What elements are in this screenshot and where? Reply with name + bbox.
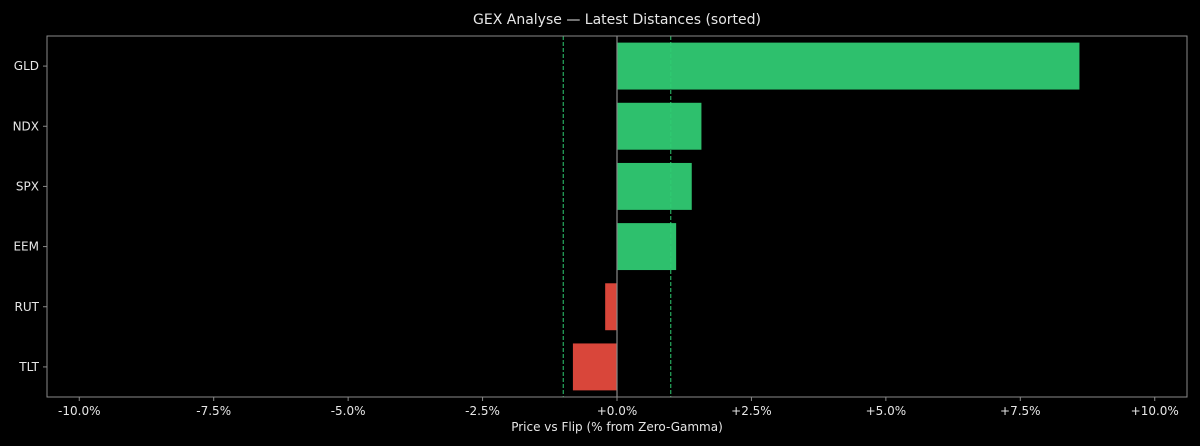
- x-axis-label: Price vs Flip (% from Zero-Gamma): [511, 420, 723, 434]
- x-tick-label: -2.5%: [465, 404, 500, 418]
- x-tick-label: +5.0%: [866, 404, 907, 418]
- bar-ndx: [617, 102, 702, 150]
- x-tick-label: +7.5%: [1000, 404, 1041, 418]
- x-tick-label: -7.5%: [196, 404, 231, 418]
- bar-tlt: [572, 343, 617, 391]
- x-tick-label: +2.5%: [731, 404, 772, 418]
- y-tick-label-tlt: TLT: [18, 360, 39, 374]
- bar-gld: [617, 42, 1080, 90]
- y-tick-label-ndx: NDX: [13, 119, 39, 133]
- y-tick-label-rut: RUT: [15, 300, 40, 314]
- y-tick-label-gld: GLD: [14, 59, 39, 73]
- plot-area: GLD NDX SPX EEM RUT TLT -10.0% -7.5% -5.0% -2.5% +…: [13, 35, 1188, 418]
- bar-eem: [617, 223, 677, 271]
- y-tick-label-eem: EEM: [13, 240, 39, 254]
- x-tick-label: +0.0%: [597, 404, 638, 418]
- bar-spx: [617, 162, 692, 210]
- x-tick-label: +10.0%: [1131, 404, 1179, 418]
- x-tick-label: -5.0%: [331, 404, 366, 418]
- bar-rut: [605, 283, 617, 331]
- x-tick-label: -10.0%: [58, 404, 100, 418]
- chart-title: GEX Analyse — Latest Distances (sorted): [473, 12, 761, 28]
- y-tick-label-spx: SPX: [16, 179, 39, 193]
